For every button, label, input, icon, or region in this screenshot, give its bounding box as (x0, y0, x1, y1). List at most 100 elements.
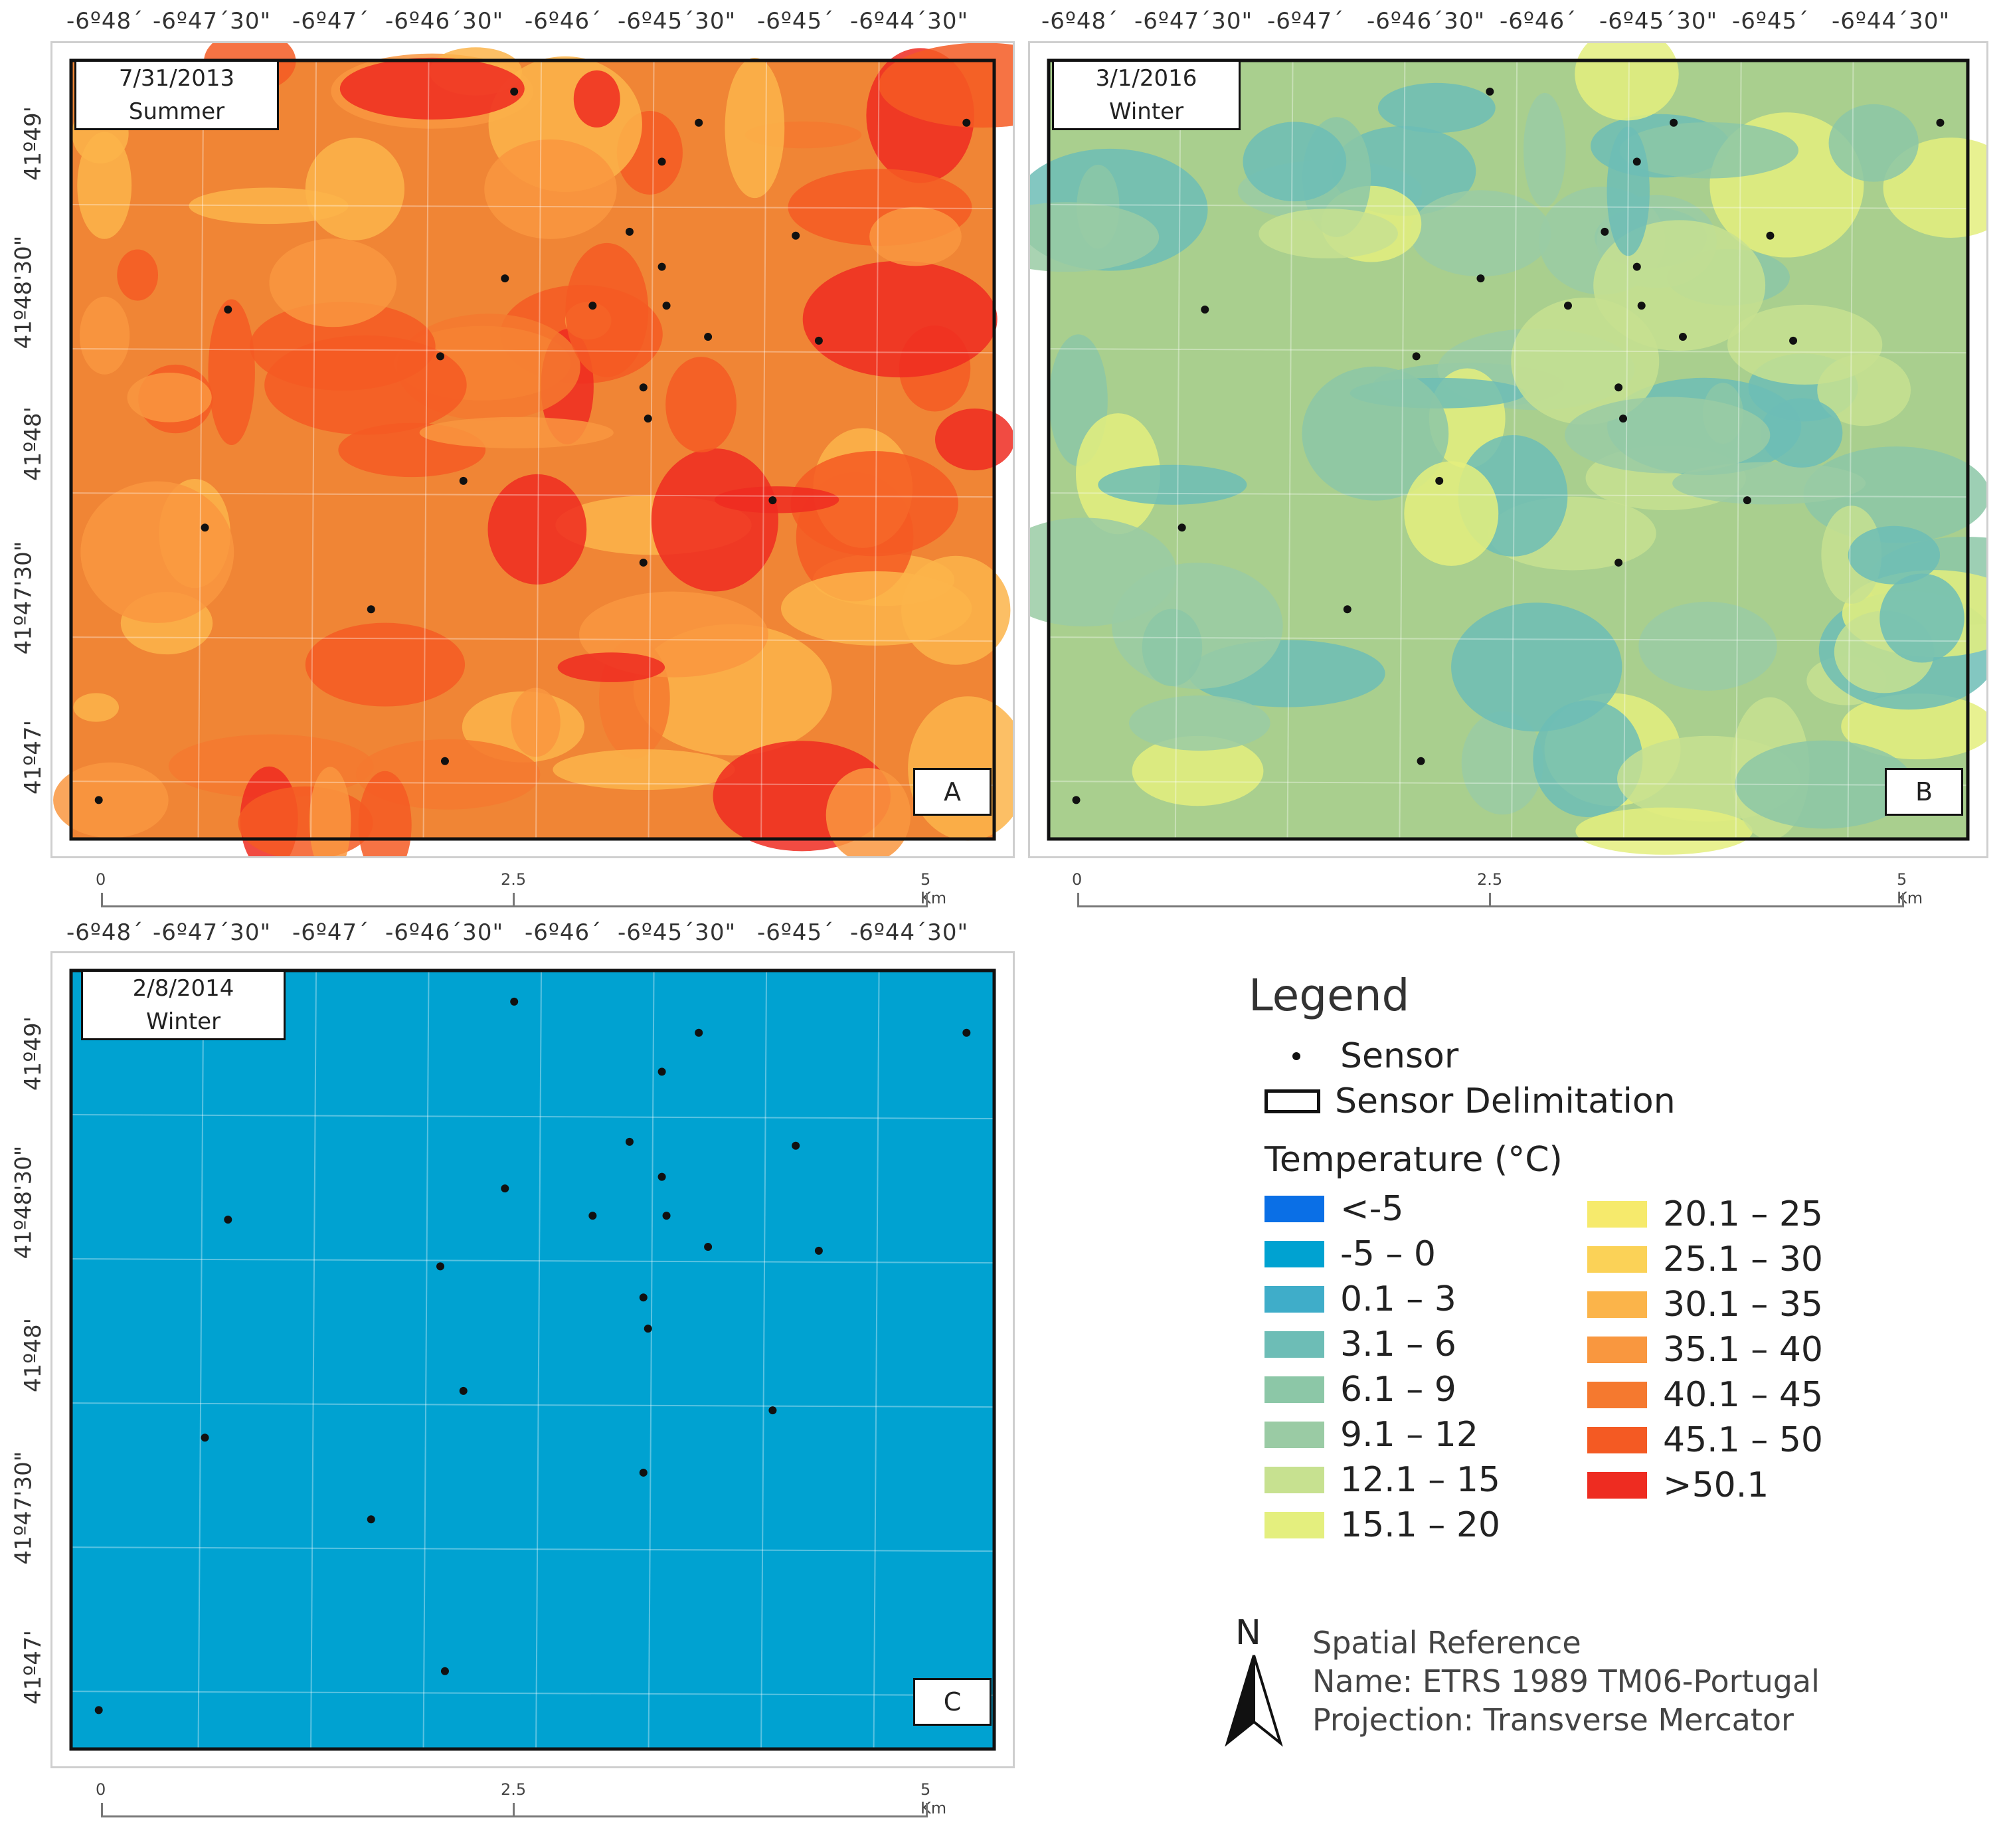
lon-label: -6º45´30" (618, 919, 737, 946)
legend-sensor-row: Sensor (1275, 1036, 1458, 1076)
sensor-point (768, 1406, 777, 1415)
sensor-point (367, 605, 375, 614)
graticule-line (1048, 204, 1968, 210)
spatial-ref-projection: Projection: Transverse Mercator (1312, 1702, 1794, 1738)
legend-class-row: 3.1 – 6 (1264, 1325, 1456, 1364)
delimitation-box-icon (1264, 1089, 1320, 1113)
lat-label: 41º48'30" (10, 1145, 37, 1259)
graticule-line (70, 1258, 995, 1264)
legend-swatch (1264, 1467, 1324, 1493)
sensor-point (639, 1468, 648, 1477)
sensor-point (1614, 558, 1623, 567)
temperature-patch (553, 749, 735, 790)
graticule-line (1399, 60, 1406, 840)
sensor-point (436, 1262, 444, 1271)
sensor-point (704, 1243, 713, 1251)
sensor-point (962, 118, 971, 127)
graticule-line (1048, 348, 1968, 354)
temperature-patch (487, 474, 587, 585)
lon-label: -6º46´30" (385, 919, 504, 946)
graticule-line (535, 970, 543, 1750)
legend-class-label: 3.1 – 6 (1340, 1325, 1456, 1364)
temperature-patch (802, 260, 998, 378)
temperature-patch (1841, 693, 1986, 760)
legend-class-row: 35.1 – 40 (1587, 1330, 1823, 1370)
scale-tick (513, 893, 515, 907)
sensor-point (644, 1325, 652, 1333)
sensor-point (1476, 274, 1485, 283)
legend-swatch (1264, 1422, 1324, 1448)
scale-tick (926, 893, 928, 907)
date-label: 3/1/2016 (1095, 65, 1197, 92)
legend-class-row: -5 – 0 (1264, 1234, 1436, 1274)
legend-class-row: 15.1 – 20 (1264, 1505, 1500, 1545)
temperature-patch (1142, 608, 1203, 687)
temperature-patch (1533, 700, 1643, 818)
temperature-patch (117, 249, 159, 301)
sensor-point (1678, 333, 1687, 341)
temperature-patch (511, 688, 561, 757)
sensor-point (367, 1515, 375, 1524)
north-arrow: N (1221, 1613, 1287, 1747)
scale-zero: 0 (96, 1780, 106, 1799)
legend-swatch (1264, 1286, 1324, 1313)
graticule-line (422, 970, 430, 1750)
legend-delimitation-row: Sensor Delimitation (1264, 1081, 1676, 1121)
lon-label: -6º44´30" (850, 919, 969, 946)
graticule-line (310, 970, 317, 1750)
scale-mid: 2.5 (501, 1780, 527, 1799)
legend-class-row: 12.1 – 15 (1264, 1460, 1500, 1500)
sensor-point (792, 1141, 800, 1150)
sensor-point (588, 302, 597, 310)
date-box-a: 7/31/2013 Summer (74, 60, 279, 130)
sensor-point (1343, 605, 1351, 614)
lon-label: -6º44´30" (1832, 8, 1951, 35)
graticule-line (760, 60, 768, 840)
lon-label: -6º45´30" (1599, 8, 1718, 35)
graticule-line (70, 1691, 995, 1697)
temperature-patch (269, 238, 397, 327)
legend-swatch (1264, 1331, 1324, 1358)
sensor-point (814, 336, 823, 345)
lon-label: -6º46´ (525, 919, 602, 946)
temperature-patch (1302, 366, 1449, 501)
temperature-patch (869, 207, 962, 266)
temperature-patch (1451, 602, 1622, 732)
legend-class-row: >50.1 (1587, 1465, 1769, 1505)
legend-swatch (1264, 1241, 1324, 1267)
graticule-line (1735, 60, 1742, 840)
lon-label: -6º47´30" (153, 919, 272, 946)
graticule-line (1286, 60, 1294, 840)
scale-bar-a: 0 2.5 5 Km (96, 870, 946, 910)
temperature-patch (208, 299, 255, 446)
scale-end: 5 Km (1897, 870, 1923, 907)
temperature-patch (339, 57, 525, 120)
date-label: 7/31/2013 (118, 65, 235, 92)
temperature-patch (73, 693, 120, 722)
sensor-point (704, 333, 713, 341)
sensor-dot-icon (1292, 1052, 1300, 1060)
north-label: N (1235, 1613, 1261, 1653)
scale-tick (513, 1803, 515, 1817)
lon-label: -6º47´30" (153, 8, 272, 35)
scale-bar-c: 0 2.5 5 Km (96, 1780, 946, 1820)
lat-label: 41º49' (19, 106, 46, 181)
lon-label: -6º48´ (66, 8, 144, 35)
lon-label: -6º48´ (66, 919, 144, 946)
temperature-patch (53, 762, 169, 838)
legend-class-row: 20.1 – 25 (1587, 1194, 1823, 1234)
sensor-point (657, 157, 666, 166)
graticule-line (70, 1114, 995, 1120)
sensor-delimitation (1047, 58, 1970, 841)
sensor-point (1563, 302, 1572, 310)
graticule-line (70, 492, 995, 498)
temperature-patch (1848, 525, 1941, 585)
temperature-patch (127, 372, 212, 422)
sensor-point (962, 1028, 971, 1037)
temperature-patch (238, 786, 373, 856)
season-label: Winter (1108, 98, 1184, 125)
temperature-patch (826, 768, 911, 856)
legend-class-label: 9.1 – 12 (1340, 1415, 1478, 1455)
lon-label: -6º47´ (292, 919, 370, 946)
temperature-patch (1132, 735, 1264, 806)
